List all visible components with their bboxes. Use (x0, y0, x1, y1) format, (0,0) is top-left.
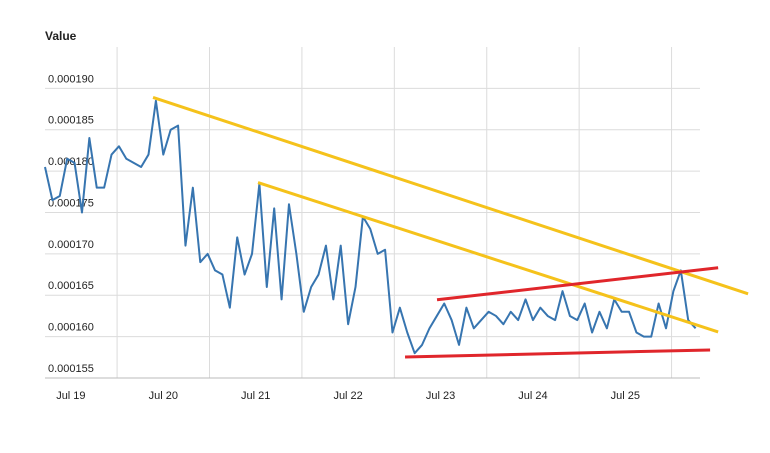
y-tick-label: 0.000170 (48, 239, 94, 251)
x-tick-label: Jul 22 (333, 390, 362, 402)
x-tick-label: Jul 21 (241, 390, 270, 402)
y-tick-label: 0.000190 (48, 73, 94, 85)
y-tick-label: 0.000165 (48, 280, 94, 292)
x-tick-label: Jul 24 (518, 390, 547, 402)
x-tick-label: Jul 25 (611, 390, 640, 402)
y-tick-label: 0.000160 (48, 322, 94, 334)
trend-line (405, 348, 711, 359)
x-tick-label: Jul 23 (426, 390, 455, 402)
y-tick-label: 0.000180 (48, 156, 94, 168)
axis-title: Value (45, 29, 77, 43)
x-tick-label: Jul 20 (149, 390, 178, 402)
x-tick-label: Jul 19 (56, 390, 85, 402)
y-tick-label: 0.000155 (48, 363, 94, 375)
trend-line (436, 266, 719, 302)
price-line (44, 99, 697, 355)
trend-line (257, 181, 719, 334)
trend-line (152, 95, 749, 296)
y-tick-label: 0.000185 (48, 115, 94, 127)
